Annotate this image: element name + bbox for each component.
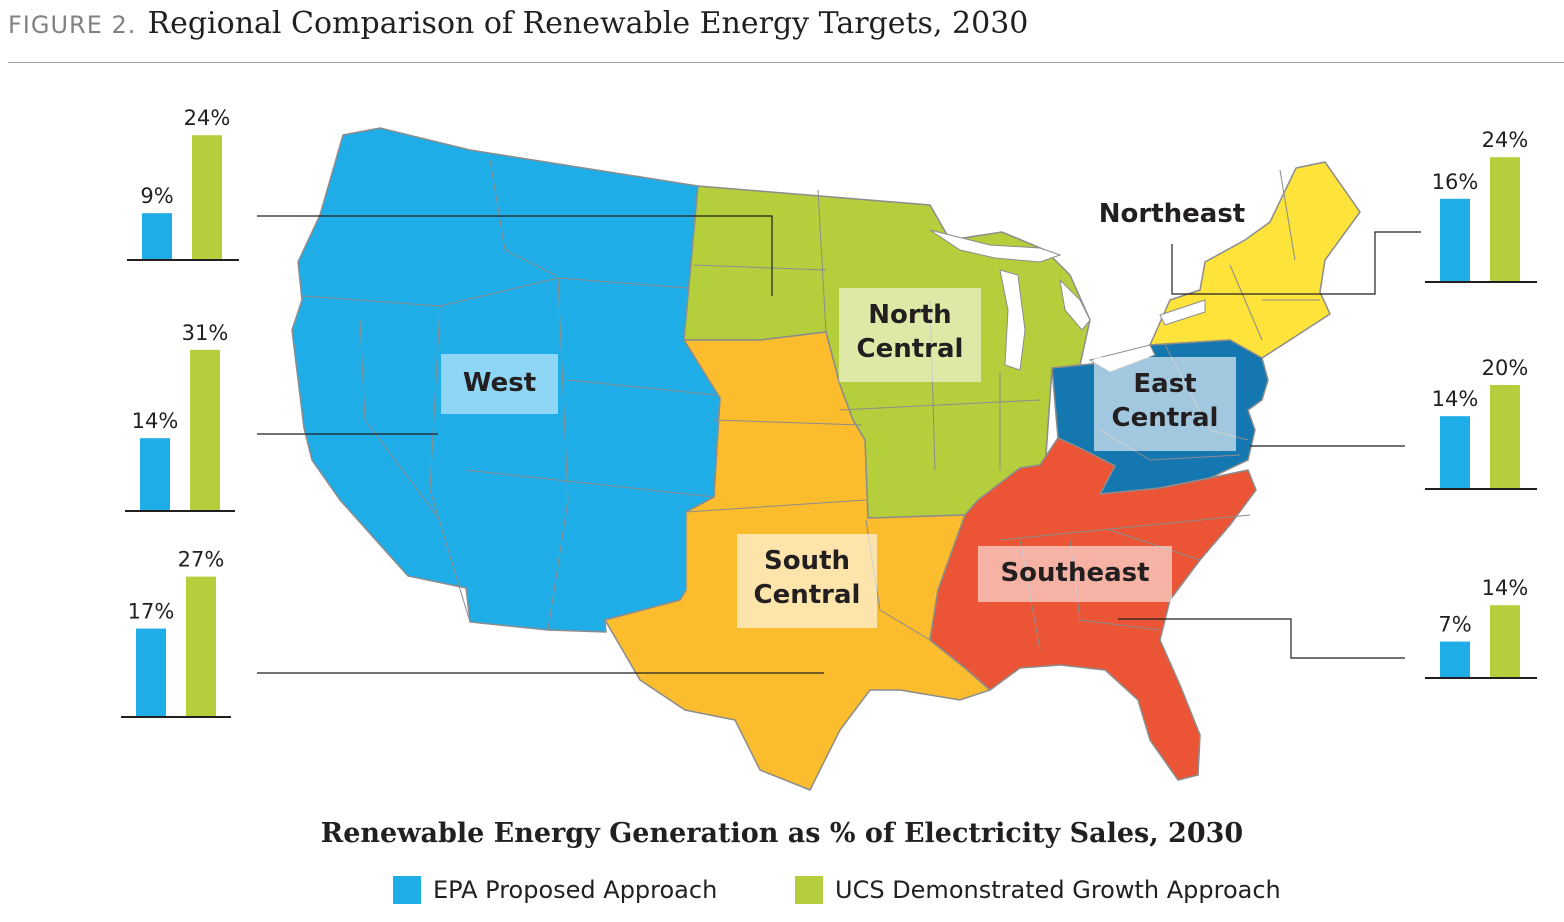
bar-label-north-central-ucs: 31% xyxy=(182,321,229,345)
region-name-west: West xyxy=(462,368,537,398)
legend-item-ucs: UCS Demonstrated Growth Approach xyxy=(795,876,1281,904)
figure-title: Regional Comparison of Renewable Energy … xyxy=(147,6,1029,41)
bar-north-central-epa xyxy=(140,438,170,511)
leader-line-west xyxy=(257,215,773,296)
region-name-southeast: Southeast xyxy=(1000,558,1150,588)
bar-label-northeast-epa: 16% xyxy=(1432,170,1479,194)
label-box-east-central xyxy=(1094,357,1236,451)
bar-label-northeast-ucs: 24% xyxy=(1482,128,1529,152)
bar-south-central-ucs xyxy=(186,576,216,717)
bar-southeast-epa xyxy=(1440,641,1470,678)
figure-header: FIGURE 2. Regional Comparison of Renewab… xyxy=(8,6,1028,41)
label-box-southeast xyxy=(978,546,1172,602)
bar-label-south-central-epa: 17% xyxy=(128,600,175,624)
region-label-north-central: North Central xyxy=(839,298,981,366)
bar-east-central-ucs xyxy=(1490,385,1520,489)
figure-number: FIGURE 2. xyxy=(8,11,137,39)
leader-line-northeast xyxy=(1171,231,1421,295)
legend-label-epa: EPA Proposed Approach xyxy=(433,876,718,904)
label-box-north-central xyxy=(839,288,981,382)
bar-west-ucs xyxy=(192,135,222,260)
region-label-south-central: South Central xyxy=(737,544,877,612)
bar-east-central-epa xyxy=(1440,416,1470,489)
bar-north-central-ucs xyxy=(190,349,220,511)
bar-label-west-epa: 9% xyxy=(140,184,173,208)
legend-swatch-ucs xyxy=(795,876,823,904)
leader-lines xyxy=(257,215,1421,674)
legend-swatch-epa xyxy=(393,876,421,904)
region-label-east-central: East Central xyxy=(1094,367,1236,435)
regional-bar-charts: 9%24%14%31%17%27%16%24%14%20%7%14% xyxy=(121,106,1537,718)
header-rule xyxy=(8,62,1564,63)
region-name-east-central-line2: Central xyxy=(1111,403,1219,433)
bar-northeast-epa xyxy=(1440,198,1470,282)
legend-item-epa: EPA Proposed Approach xyxy=(393,876,717,904)
region-southeast-shape xyxy=(929,437,1257,781)
bar-northeast-ucs xyxy=(1490,157,1520,282)
bar-label-southeast-ucs: 14% xyxy=(1482,576,1529,600)
bar-label-east-central-ucs: 20% xyxy=(1482,356,1529,380)
legend-title: Renewable Energy Generation as % of Elec… xyxy=(320,818,1244,849)
bar-label-southeast-epa: 7% xyxy=(1438,613,1471,637)
region-label-northeast: Northeast xyxy=(1092,197,1252,231)
region-name-south-central-line2: Central xyxy=(753,580,861,610)
bar-southeast-ucs xyxy=(1490,605,1520,678)
bar-label-west-ucs: 24% xyxy=(184,106,231,130)
leader-line-southeast xyxy=(1118,618,1405,659)
legend: EPA Proposed Approach UCS Demonstrated G… xyxy=(0,876,1564,910)
state-borders xyxy=(301,159,1320,651)
region-name-east-central-line1: East xyxy=(1133,369,1197,399)
bar-label-south-central-ucs: 27% xyxy=(178,548,225,572)
region-name-south-central-line1: South xyxy=(763,546,851,576)
region-label-southeast: Southeast xyxy=(978,556,1172,590)
region-northeast-shape xyxy=(1148,161,1361,359)
legend-label-ucs: UCS Demonstrated Growth Approach xyxy=(835,876,1281,904)
region-name-north-central-line2: Central xyxy=(856,334,964,364)
label-box-west xyxy=(441,354,558,414)
bar-label-north-central-epa: 14% xyxy=(132,409,179,433)
label-box-south-central xyxy=(737,534,877,628)
region-label-west: West xyxy=(441,366,558,400)
bar-south-central-epa xyxy=(136,628,166,717)
region-name-northeast: Northeast xyxy=(1098,199,1246,229)
bar-label-east-central-epa: 14% xyxy=(1432,387,1479,411)
bar-west-epa xyxy=(142,213,172,260)
region-name-north-central-line1: North xyxy=(868,300,952,330)
